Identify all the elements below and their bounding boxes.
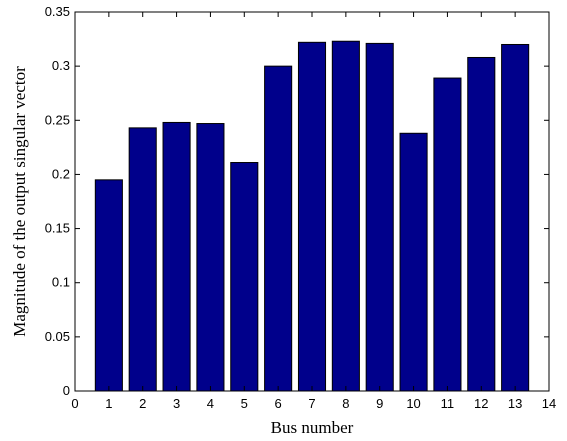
y-tick-label: 0.05 [45, 329, 70, 344]
y-tick-label: 0.2 [52, 166, 70, 181]
bar-bus-9 [365, 42, 394, 392]
x-tick-label: 5 [241, 396, 248, 411]
x-tick-label: 9 [376, 396, 383, 411]
bar-bus-5 [230, 162, 259, 392]
bar-bus-13 [501, 43, 530, 392]
bar-bus-12 [467, 56, 496, 392]
y-tick-label: 0.3 [52, 58, 70, 73]
bar-bus-7 [297, 41, 327, 392]
y-tick-label: 0.25 [45, 112, 70, 127]
y-tick-label: 0.15 [45, 221, 70, 236]
x-tick-label: 6 [275, 396, 282, 411]
x-tick-label: 13 [508, 396, 522, 411]
x-tick-label: 1 [105, 396, 112, 411]
bar-bus-2 [128, 127, 157, 392]
x-tick-label: 0 [71, 396, 78, 411]
bar-bus-8 [331, 40, 360, 392]
y-tick-label: 0 [63, 383, 70, 398]
x-tick-label: 10 [406, 396, 420, 411]
x-tick-label: 2 [139, 396, 146, 411]
y-tick-label: 0.35 [45, 4, 70, 19]
x-tick-label: 3 [173, 396, 180, 411]
bar-bus-10 [399, 132, 428, 392]
x-tick-label: 4 [207, 396, 214, 411]
x-tick-label: 14 [542, 396, 556, 411]
bar-bus-1 [94, 179, 123, 392]
bar-bus-11 [433, 77, 462, 392]
x-tick-label: 11 [441, 396, 455, 411]
bar-bus-3 [162, 121, 191, 392]
bar-bus-4 [196, 123, 225, 392]
x-tick-label: 8 [342, 396, 349, 411]
bar-bus-6 [264, 65, 293, 392]
x-tick-label: 12 [474, 396, 488, 411]
bars-group [94, 40, 530, 392]
x-axis-label: Bus number [271, 418, 354, 437]
x-tick-label: 7 [308, 396, 315, 411]
ticks-group: 0 1 2 3 4 5 6 7 8 9 10 11 12 13 1400.050.10.150.20.250… [45, 4, 557, 411]
y-axis-label: Magnitude of the output singular vector [10, 66, 29, 337]
y-tick-label: 0.1 [52, 275, 70, 290]
